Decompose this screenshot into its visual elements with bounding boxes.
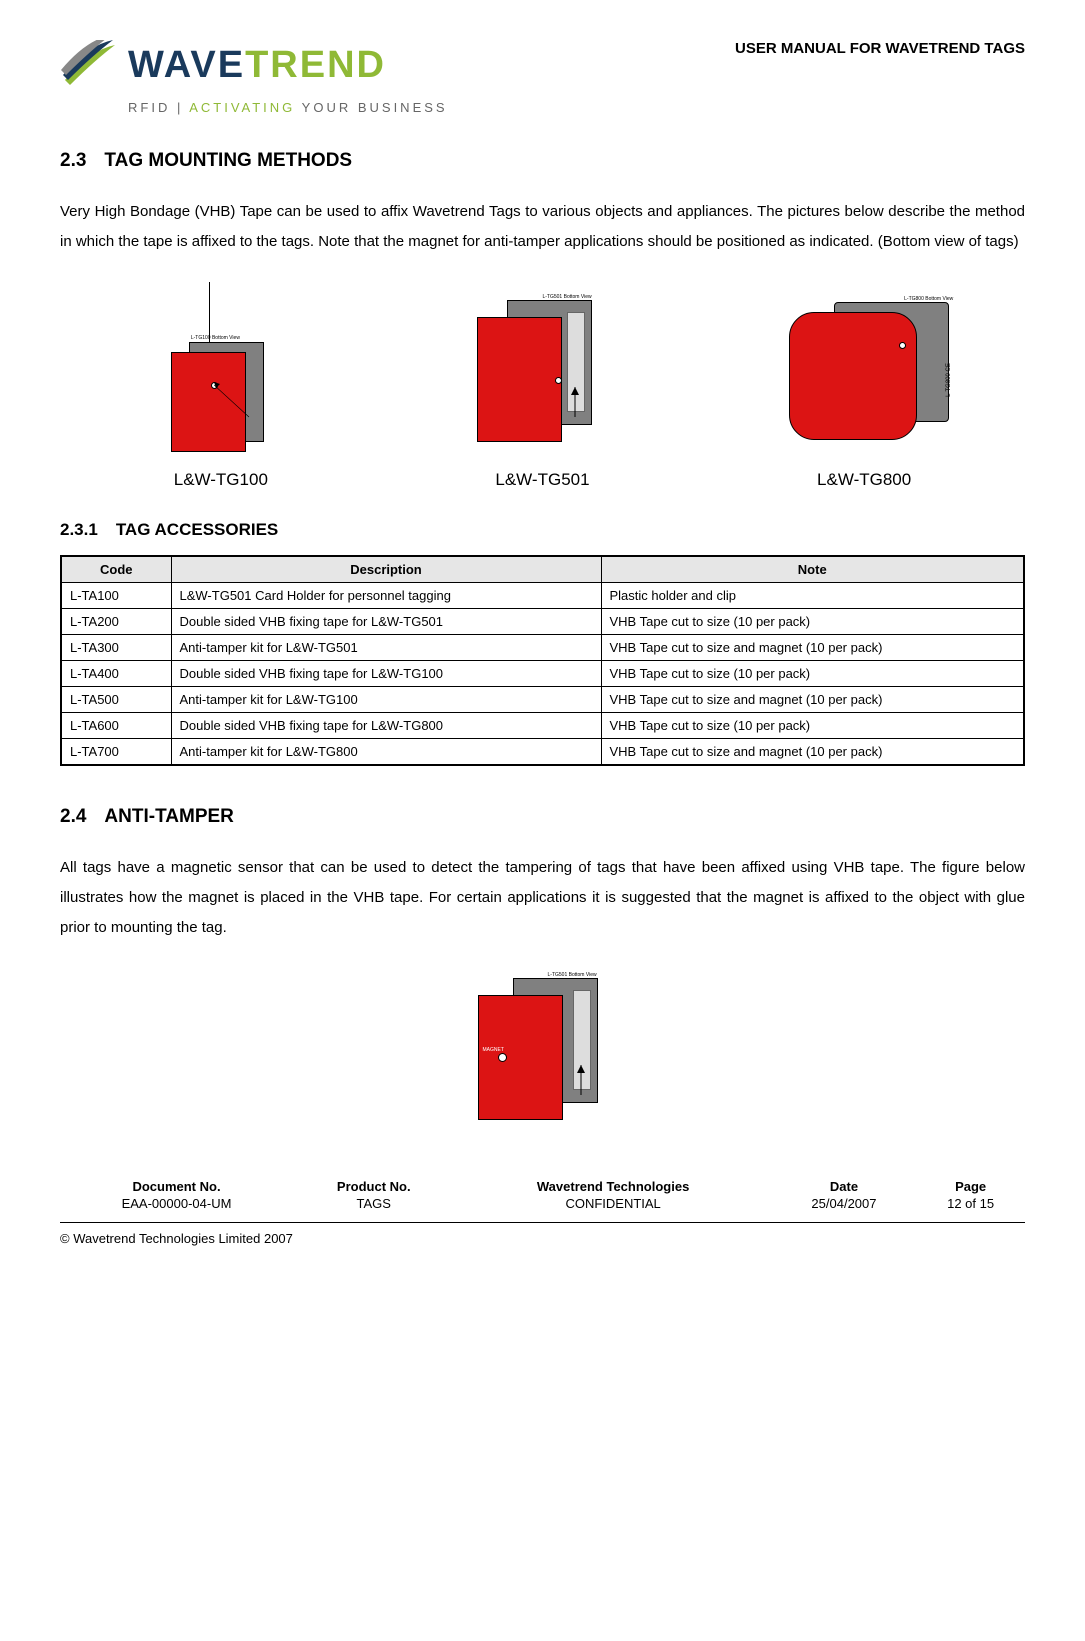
figure-tg800: L-TG800 Bottom View L-TG800 CE L&W-TG800: [774, 282, 954, 490]
figure-tg800-caption: L&W-TG800: [817, 470, 911, 490]
page-footer: Document No. Product No. Wavetrend Techn…: [60, 1178, 1025, 1246]
footer-h-docno: Document No.: [60, 1178, 293, 1195]
accessories-table: Code Description Note L-TA100L&W-TG501 C…: [60, 555, 1025, 766]
col-description: Description: [171, 556, 601, 583]
table-row: L-TA500Anti-tamper kit for L&W-TG100VHB …: [61, 687, 1024, 713]
footer-h-company: Wavetrend Technologies: [455, 1178, 772, 1195]
section-2-4-body: All tags have a magnetic sensor that can…: [60, 853, 1025, 943]
footer-v-prodno: TAGS: [293, 1195, 455, 1212]
footer-h-page: Page: [916, 1178, 1025, 1195]
col-code: Code: [61, 556, 171, 583]
table-cell: Anti-tamper kit for L&W-TG100: [171, 687, 601, 713]
figure-anti-tamper: L-TG501 Bottom View MAGNET: [60, 968, 1025, 1118]
brand-name: WAVETREND: [128, 44, 386, 87]
table-cell: Anti-tamper kit for L&W-TG800: [171, 739, 601, 766]
section-2-3-heading: 2.3TAG MOUNTING METHODS: [60, 150, 1025, 172]
table-cell: Plastic holder and clip: [601, 583, 1024, 609]
table-cell: Double sided VHB fixing tape for L&W-TG5…: [171, 609, 601, 635]
table-row: L-TA300Anti-tamper kit for L&W-TG501VHB …: [61, 635, 1024, 661]
table-cell: L-TA300: [61, 635, 171, 661]
table-cell: VHB Tape cut to size and magnet (10 per …: [601, 739, 1024, 766]
figure-tg501: L-TG501 Bottom View L&W-TG501: [452, 282, 632, 490]
col-note: Note: [601, 556, 1024, 583]
figure-tg501-label: L-TG501 Bottom View: [542, 294, 591, 300]
table-cell: Double sided VHB fixing tape for L&W-TG8…: [171, 713, 601, 739]
table-row: L-TA100L&W-TG501 Card Holder for personn…: [61, 583, 1024, 609]
table-row: L-TA200Double sided VHB fixing tape for …: [61, 609, 1024, 635]
table-row: L-TA700Anti-tamper kit for L&W-TG800VHB …: [61, 739, 1024, 766]
table-cell: VHB Tape cut to size (10 per pack): [601, 609, 1024, 635]
table-row: L-TA400Double sided VHB fixing tape for …: [61, 661, 1024, 687]
figure-tg100-label: L-TG100 Bottom View: [191, 335, 240, 341]
section-2-3-body: Very High Bondage (VHB) Tape can be used…: [60, 197, 1025, 257]
table-cell: VHB Tape cut to size (10 per pack): [601, 661, 1024, 687]
logo-swoosh-icon: [60, 40, 120, 90]
table-cell: L-TA400: [61, 661, 171, 687]
footer-v-company: CONFIDENTIAL: [455, 1195, 772, 1212]
brand-tagline: RFID | ACTIVATING YOUR BUSINESS: [128, 100, 448, 115]
table-cell: L-TA600: [61, 713, 171, 739]
table-cell: L-TA500: [61, 687, 171, 713]
table-cell: Double sided VHB fixing tape for L&W-TG1…: [171, 661, 601, 687]
logo-block: WAVETREND RFID | ACTIVATING YOUR BUSINES…: [60, 40, 448, 115]
section-2-3-1-heading: 2.3.1TAG ACCESSORIES: [60, 520, 1025, 540]
page-header: WAVETREND RFID | ACTIVATING YOUR BUSINES…: [60, 40, 1025, 115]
figure-tg501-caption: L&W-TG501: [495, 470, 589, 490]
figure-tg100-caption: L&W-TG100: [174, 470, 268, 490]
figure-row: L-TG100 Bottom View L&W-TG100 L-TG501 Bo…: [60, 282, 1025, 490]
section-2-4-heading: 2.4ANTI-TAMPER: [60, 806, 1025, 828]
table-cell: VHB Tape cut to size (10 per pack): [601, 713, 1024, 739]
footer-v-date: 25/04/2007: [772, 1195, 917, 1212]
footer-v-page: 12 of 15: [916, 1195, 1025, 1212]
table-cell: VHB Tape cut to size and magnet (10 per …: [601, 687, 1024, 713]
table-row: L-TA600Double sided VHB fixing tape for …: [61, 713, 1024, 739]
table-cell: L-TA100: [61, 583, 171, 609]
footer-v-docno: EAA-00000-04-UM: [60, 1195, 293, 1212]
table-cell: Anti-tamper kit for L&W-TG501: [171, 635, 601, 661]
table-cell: L-TA200: [61, 609, 171, 635]
table-cell: L&W-TG501 Card Holder for personnel tagg…: [171, 583, 601, 609]
copyright: © Wavetrend Technologies Limited 2007: [60, 1231, 1025, 1246]
footer-h-prodno: Product No.: [293, 1178, 455, 1195]
figure-at-label: L-TG501 Bottom View: [548, 972, 597, 978]
document-title: USER MANUAL FOR WAVETREND TAGS: [735, 40, 1025, 57]
table-cell: VHB Tape cut to size and magnet (10 per …: [601, 635, 1024, 661]
figure-tg800-side: L-TG800 CE: [946, 363, 952, 397]
table-cell: L-TA700: [61, 739, 171, 766]
figure-tg800-label: L-TG800 Bottom View: [904, 296, 953, 302]
figure-tg100: L-TG100 Bottom View L&W-TG100: [131, 282, 311, 490]
footer-h-date: Date: [772, 1178, 917, 1195]
